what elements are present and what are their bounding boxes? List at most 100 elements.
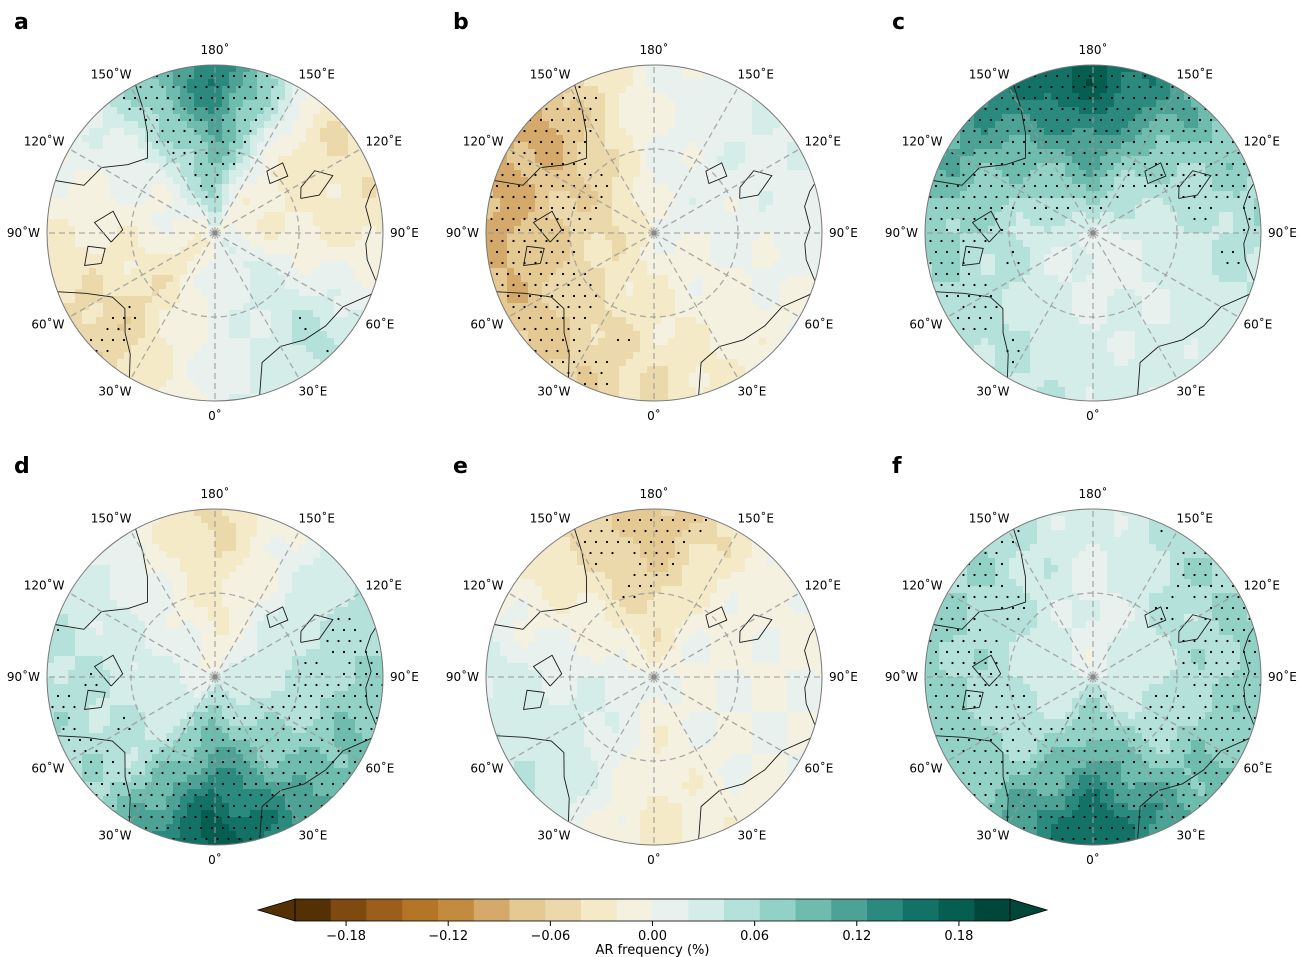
lon-tick-label: 60˚E	[1244, 761, 1273, 776]
lon-tick-label: 120˚W	[463, 134, 504, 149]
anomaly-field	[486, 65, 822, 401]
lon-tick-label: 90˚W	[7, 225, 40, 240]
lon-tick-label: 30˚E	[299, 384, 328, 399]
panel-d: 180˚ 150˚E 120˚E 90˚E 60˚E 30˚E 0˚ 30˚W 60˚W 90˚W…	[7, 454, 419, 867]
colorbar-bin	[402, 899, 439, 921]
colorbar-tick-label: 0.12	[842, 929, 871, 944]
lon-tick-label: 30˚W	[976, 828, 1009, 843]
significance-stipple	[583, 518, 708, 599]
lon-tick-label: 180˚	[201, 42, 230, 57]
colorbar-bin	[902, 899, 939, 921]
lon-tick-label: 0˚	[1086, 852, 1100, 867]
colorbar: −0.18 −0.12 −0.06 0.00 0.06 0.12 0.18 AR freque…	[256, 898, 1049, 957]
graticule	[47, 65, 383, 401]
lon-tick-label: 30˚W	[98, 828, 131, 843]
significance-stipple	[490, 85, 631, 386]
lon-tick-label: 150˚W	[91, 511, 132, 526]
colorbar-tick-label: −0.18	[326, 929, 366, 944]
lon-tick-label: 30˚W	[537, 384, 570, 399]
lon-tick-label: 30˚E	[738, 828, 767, 843]
lon-tick-label: 150˚W	[969, 511, 1010, 526]
lon-tick-label: 60˚E	[366, 317, 395, 332]
map-boundary	[485, 508, 823, 846]
coastlines	[51, 525, 379, 843]
lon-tick-label: 60˚E	[1244, 317, 1273, 332]
lon-tick-label: 30˚E	[299, 828, 328, 843]
lon-tick-label: 120˚E	[366, 578, 403, 593]
panel-label: f	[892, 454, 902, 479]
lon-tick-label: 0˚	[208, 852, 222, 867]
lon-tick-label: 120˚W	[24, 578, 65, 593]
lon-tick-label: 180˚	[1079, 486, 1108, 501]
significance-stipple	[89, 74, 329, 353]
panel-b: 180˚ 150˚E 120˚E 90˚E 60˚E 30˚E 0˚ 30˚W 60˚W 90˚W…	[446, 10, 858, 423]
colorbar-bin	[759, 899, 796, 921]
lon-tick-label: 120˚E	[805, 578, 842, 593]
lon-tick-label: 30˚E	[1177, 384, 1206, 399]
panel-f: 180˚ 150˚E 120˚E 90˚E 60˚E 30˚E 0˚ 30˚W 60˚W 90˚W…	[885, 454, 1297, 867]
lon-tick-label: 30˚W	[976, 384, 1009, 399]
lon-tick-label: 60˚E	[366, 761, 395, 776]
lon-tick-label: 90˚E	[829, 669, 858, 684]
anomaly-field	[925, 509, 1261, 845]
lon-tick-label: 150˚E	[738, 67, 775, 82]
panel-a: 180˚ 150˚E 120˚E 90˚E 60˚E 30˚E 0˚ 30˚W 60˚W 90˚W…	[7, 10, 419, 423]
colorbar-tick-label: 0.18	[944, 929, 973, 944]
colorbar-bin	[867, 899, 904, 921]
colorbar-tick-label: −0.06	[530, 929, 570, 944]
colorbar-bin	[581, 899, 618, 921]
colorbar-bin	[938, 899, 975, 921]
map-boundary	[924, 508, 1262, 846]
colorbar-bin	[473, 899, 510, 921]
lon-tick-label: 180˚	[640, 42, 669, 57]
anomaly-field	[486, 509, 822, 845]
lon-tick-label: 150˚E	[299, 511, 336, 526]
significance-stipple	[51, 617, 383, 841]
lon-tick-label: 180˚	[1079, 42, 1108, 57]
lon-tick-label: 60˚W	[909, 761, 942, 776]
map-boundary	[46, 64, 384, 402]
coastlines	[929, 81, 1257, 399]
lon-tick-label: 150˚E	[1177, 511, 1214, 526]
colorbar-extend-min	[256, 898, 296, 922]
lon-tick-label: 90˚E	[390, 669, 419, 684]
lon-tick-label: 30˚E	[738, 384, 767, 399]
colorbar-bin	[795, 899, 832, 921]
lon-tick-label: 120˚W	[902, 578, 943, 593]
colorbar-tick-label: 0.06	[740, 929, 769, 944]
lon-tick-label: 90˚W	[885, 225, 918, 240]
colorbar-bin	[295, 899, 332, 921]
lon-tick-label: 150˚E	[738, 511, 775, 526]
panels: 180˚ 150˚E 120˚E 90˚E 60˚E 30˚E 0˚ 30˚W 60˚W 90˚W…	[7, 10, 1297, 867]
colorbar-tick-label: −0.12	[428, 929, 468, 944]
colorbar-label: AR frequency (%)	[596, 943, 710, 957]
lon-tick-label: 60˚W	[31, 317, 64, 332]
lon-tick-label: 90˚W	[885, 669, 918, 684]
lon-tick-label: 30˚W	[537, 828, 570, 843]
colorbar-bin	[509, 899, 546, 921]
panel-label: e	[453, 454, 468, 479]
graticule	[47, 509, 383, 845]
colorbar-bin	[616, 899, 653, 921]
lon-tick-label: 60˚E	[805, 761, 834, 776]
colorbar-bin	[688, 899, 725, 921]
colorbar-bins	[295, 899, 1011, 921]
map-boundary	[46, 508, 384, 846]
colorbar-bin	[724, 899, 761, 921]
colorbar-bin	[831, 899, 868, 921]
lon-tick-label: 90˚E	[1268, 225, 1297, 240]
coastlines	[929, 525, 1257, 843]
lon-tick-label: 90˚W	[446, 225, 479, 240]
map-boundary	[924, 64, 1262, 402]
graticule	[486, 509, 822, 845]
lon-tick-label: 60˚W	[909, 317, 942, 332]
colorbar-bin	[438, 899, 475, 921]
lon-tick-label: 180˚	[640, 486, 669, 501]
lon-tick-label: 30˚E	[1177, 828, 1206, 843]
lon-tick-label: 150˚E	[1177, 67, 1214, 82]
coastlines	[51, 81, 379, 399]
lon-tick-label: 90˚E	[390, 225, 419, 240]
graticule	[925, 509, 1261, 845]
lon-tick-label: 150˚E	[299, 67, 336, 82]
colorbar-bin	[974, 899, 1011, 921]
